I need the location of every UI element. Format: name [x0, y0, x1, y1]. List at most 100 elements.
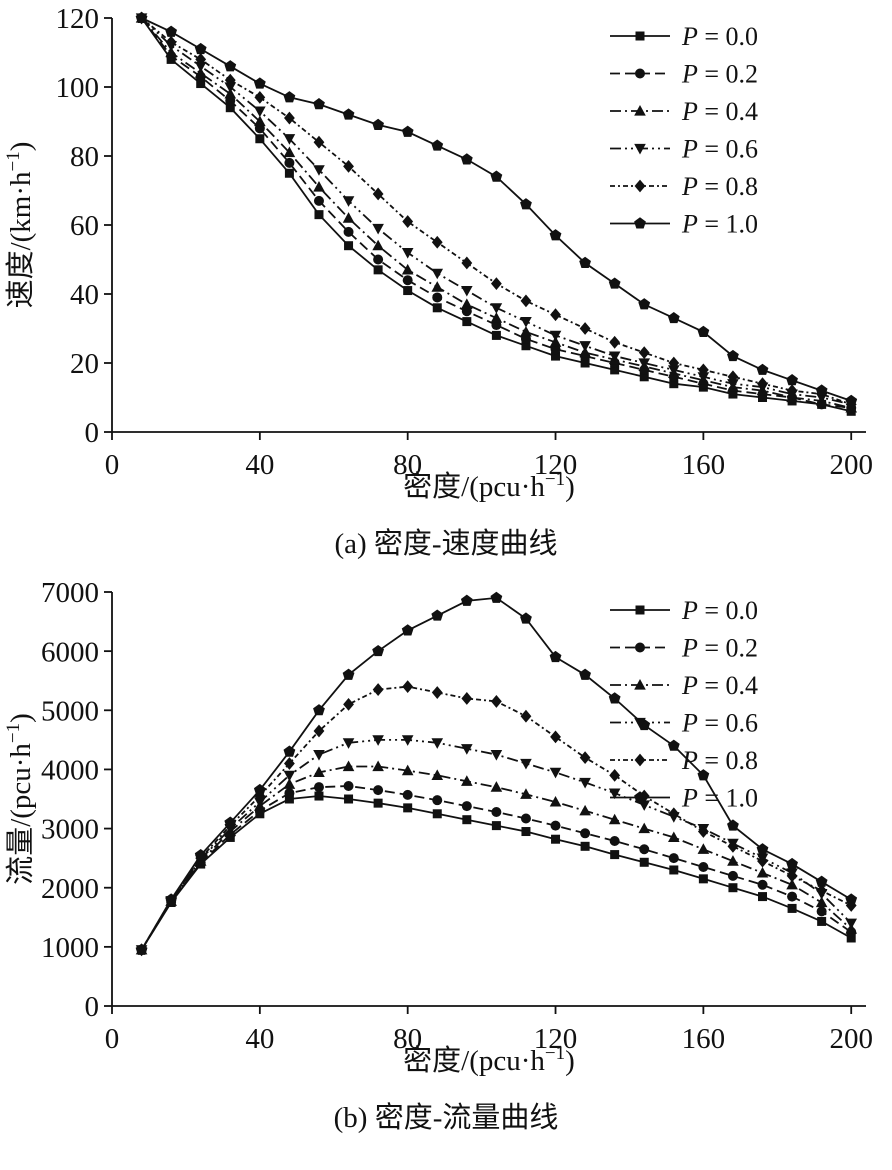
diamond-marker [461, 256, 473, 270]
square-marker [462, 317, 472, 327]
pentagon-marker [697, 769, 710, 781]
x-tick-label: 0 [105, 1023, 120, 1055]
pentagon-marker [815, 384, 828, 396]
circle-marker [816, 906, 827, 917]
y-tick-label: 120 [56, 4, 100, 35]
legend-label: P = 1.0 [681, 784, 758, 813]
series-line [140, 795, 852, 951]
square-marker [521, 341, 531, 351]
triangle-up-marker [401, 764, 414, 776]
square-marker [255, 134, 265, 144]
diamond-marker [634, 753, 646, 767]
diamond-marker [254, 90, 266, 104]
pentagon-marker [253, 783, 266, 796]
triangle-down-marker [668, 365, 680, 376]
pentagon-marker [549, 650, 562, 663]
triangle-down-marker [608, 788, 621, 800]
square-marker [758, 892, 768, 902]
triangle-up-marker [431, 769, 444, 780]
diamond-marker [224, 73, 236, 87]
pentagon-marker [253, 77, 266, 89]
plot-area: 0 40 80 120 160 20001000200030004000500060007… [3, 578, 873, 1077]
triangle-down-marker [283, 134, 296, 145]
triangle-up-marker [490, 781, 503, 792]
square-marker [432, 809, 442, 819]
square-marker [462, 815, 472, 825]
diamond-marker [195, 53, 207, 66]
triangle-up-marker [342, 212, 355, 223]
pentagon-marker [727, 349, 739, 362]
square-marker [491, 821, 501, 831]
triangle-down-marker [194, 61, 207, 73]
legend-label: P = 0.2 [681, 634, 758, 663]
pentagon-marker [579, 256, 591, 268]
triangle-down-marker [372, 223, 384, 235]
triangle-up-marker [254, 115, 266, 127]
x-tick-label: 120 [534, 449, 578, 481]
square-marker [284, 794, 294, 804]
diamond-marker [697, 363, 709, 377]
diamond-marker [786, 869, 798, 883]
triangle-up-marker [815, 896, 828, 908]
square-marker [610, 365, 620, 375]
pentagon-marker [845, 394, 858, 406]
triangle-down-marker [549, 330, 562, 342]
pentagon-marker [283, 91, 296, 103]
circle-marker [343, 780, 354, 791]
pentagon-marker [283, 745, 296, 757]
diamond-marker [757, 377, 768, 391]
x-tick-label: 0 [105, 449, 120, 481]
axis-label-text: 速度/(km·h−1) [3, 142, 37, 309]
triangle-down-marker [342, 196, 355, 207]
diamond-marker [372, 683, 384, 696]
pentagon-marker [313, 98, 325, 110]
diamond-marker [313, 724, 325, 738]
pentagon-marker [634, 217, 646, 229]
triangle-up-marker [461, 775, 473, 786]
triangle-down-marker [520, 317, 532, 328]
diamond-marker [490, 695, 502, 708]
triangle-up-marker [756, 866, 769, 878]
pentagon-marker [490, 591, 503, 603]
pentagon-marker [224, 816, 237, 828]
y-tick-label: 80 [70, 141, 99, 173]
square-marker [344, 794, 354, 804]
pentagon-marker [342, 668, 355, 680]
triangle-up-marker [579, 804, 591, 816]
pentagon-marker [756, 363, 769, 375]
square-marker [344, 241, 354, 251]
pentagon-marker [579, 668, 591, 680]
diamond-marker [550, 730, 561, 744]
y-tick-label: 0 [85, 991, 100, 1023]
diamond-marker [461, 692, 473, 705]
diamond-marker [520, 709, 532, 723]
triangle-up-marker [668, 831, 680, 843]
circle-marker [668, 853, 679, 864]
x-tick-label: 80 [393, 449, 422, 481]
square-marker [698, 874, 708, 884]
triangle-down-marker [401, 248, 414, 259]
circle-marker [284, 157, 295, 168]
axis-label-text: 密度/(pcu·h−1) [403, 1043, 575, 1077]
x-tick-label: 200 [829, 449, 873, 481]
square-marker [635, 605, 645, 615]
pentagon-marker [165, 25, 178, 37]
square-marker [314, 791, 324, 801]
diamond-marker [609, 768, 621, 782]
pentagon-marker [135, 943, 148, 955]
pentagon-marker [638, 298, 651, 310]
diamond-marker [638, 346, 650, 360]
circle-marker [580, 828, 591, 839]
x-tick-label: 200 [829, 1023, 873, 1055]
square-marker [432, 303, 442, 313]
circle-marker [284, 788, 295, 799]
square-marker [314, 210, 324, 220]
circle-marker [491, 807, 502, 818]
axis-label-text: 密度/(pcu·h−1) [403, 469, 575, 503]
y-axis-label: 速度/(km·h−1) [3, 142, 37, 309]
triangle-down-marker [313, 165, 325, 176]
x-tick-label: 160 [682, 449, 726, 481]
triangle-up-marker [342, 760, 355, 772]
pentagon-marker [401, 125, 414, 137]
square-marker [373, 798, 383, 808]
